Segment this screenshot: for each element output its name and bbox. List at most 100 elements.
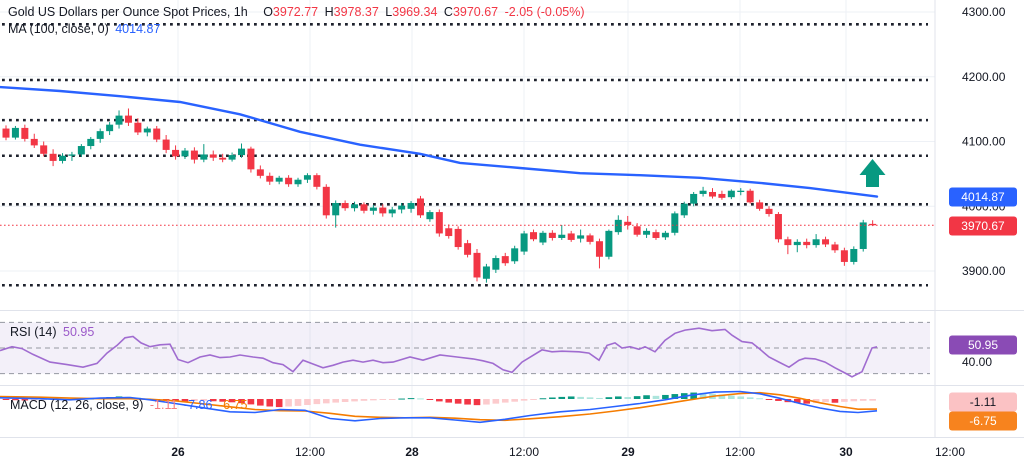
candle[interactable] xyxy=(539,230,547,246)
candle[interactable] xyxy=(59,153,67,164)
candle[interactable] xyxy=(595,238,603,269)
candle[interactable] xyxy=(256,165,264,179)
candle[interactable] xyxy=(106,122,114,136)
rsi-legend-row[interactable]: RSI (14) 50.95 xyxy=(10,325,97,340)
candle[interactable] xyxy=(840,247,848,266)
candle[interactable] xyxy=(238,143,245,158)
candle[interactable] xyxy=(793,239,801,253)
candle[interactable] xyxy=(388,206,396,218)
candle[interactable] xyxy=(690,192,698,207)
candle[interactable] xyxy=(322,184,330,219)
candle[interactable] xyxy=(369,204,377,215)
candle[interactable] xyxy=(652,229,660,240)
rsi-line[interactable] xyxy=(0,327,878,378)
candle[interactable] xyxy=(228,152,236,162)
candle[interactable] xyxy=(172,145,180,160)
candle[interactable] xyxy=(511,245,519,264)
candle[interactable] xyxy=(40,141,48,157)
candle[interactable] xyxy=(784,236,792,255)
ma-100-line[interactable] xyxy=(0,85,879,198)
candle[interactable] xyxy=(718,190,726,200)
arrow-up-marker[interactable] xyxy=(859,159,886,187)
candle[interactable] xyxy=(501,252,509,266)
candle[interactable] xyxy=(332,200,340,228)
time-axis[interactable]: 26 12:00 28 12:00 29 12:00 30 12:00 xyxy=(171,445,965,459)
candle[interactable] xyxy=(492,255,500,273)
candle[interactable] xyxy=(530,229,538,242)
price-axis[interactable]: 4300.004200.004100.004000.003900.0040.00… xyxy=(949,5,1017,431)
candle[interactable] xyxy=(68,151,76,161)
candle[interactable] xyxy=(379,204,387,217)
candle[interactable] xyxy=(859,219,867,252)
candle[interactable] xyxy=(737,188,745,196)
candle[interactable] xyxy=(190,147,198,164)
macd-legend-row[interactable]: MACD (12, 26, close, 9) -1.11 -7.86 -6.7… xyxy=(10,398,250,413)
candle[interactable] xyxy=(520,230,528,255)
candle[interactable] xyxy=(473,248,481,282)
candle[interactable] xyxy=(77,144,85,158)
candle[interactable] xyxy=(87,136,95,150)
candle[interactable] xyxy=(181,147,189,159)
candle[interactable] xyxy=(709,188,716,199)
candle[interactable] xyxy=(567,230,575,242)
symbol-legend-row[interactable]: Gold US Dollars per Ounce Spot Prices, 1… xyxy=(8,5,588,20)
candle[interactable] xyxy=(699,186,707,197)
candle[interactable] xyxy=(577,229,585,243)
candle[interactable] xyxy=(671,211,679,236)
candle[interactable] xyxy=(445,224,453,239)
candle[interactable] xyxy=(294,177,302,187)
candle[interactable] xyxy=(822,236,830,248)
candle[interactable] xyxy=(426,210,434,222)
macd-signal-line[interactable] xyxy=(0,391,878,422)
candle[interactable] xyxy=(30,133,38,148)
candle[interactable] xyxy=(661,230,669,240)
candle[interactable] xyxy=(96,128,104,143)
candle[interactable] xyxy=(21,124,29,142)
candle[interactable] xyxy=(360,202,368,214)
candle[interactable] xyxy=(341,200,349,211)
candle[interactable] xyxy=(643,228,651,238)
candle[interactable] xyxy=(266,172,274,185)
candle[interactable] xyxy=(11,125,19,140)
candle[interactable] xyxy=(124,108,132,126)
candle[interactable] xyxy=(558,225,566,240)
candle[interactable] xyxy=(313,173,321,190)
candle[interactable] xyxy=(285,175,293,187)
candle[interactable] xyxy=(614,215,622,235)
candle[interactable] xyxy=(586,233,594,245)
candle[interactable] xyxy=(153,125,161,143)
candle[interactable] xyxy=(275,175,283,185)
candle[interactable] xyxy=(727,189,735,200)
candle[interactable] xyxy=(49,149,57,167)
candle[interactable] xyxy=(115,110,123,129)
candle[interactable] xyxy=(200,144,208,163)
candle[interactable] xyxy=(850,246,858,265)
candle[interactable] xyxy=(464,239,472,258)
candle[interactable] xyxy=(812,234,820,248)
candle[interactable] xyxy=(831,241,839,253)
candle[interactable] xyxy=(143,126,151,137)
support-resistance-levels[interactable] xyxy=(2,23,928,287)
candle[interactable] xyxy=(548,230,556,241)
candle[interactable] xyxy=(746,188,754,204)
candle[interactable] xyxy=(219,153,227,163)
candle[interactable] xyxy=(398,203,406,214)
candle[interactable] xyxy=(756,199,764,211)
candle[interactable] xyxy=(209,150,217,161)
candle[interactable] xyxy=(247,146,255,173)
candle[interactable] xyxy=(303,173,311,183)
candle[interactable] xyxy=(680,201,688,218)
candle[interactable] xyxy=(351,201,359,212)
candle[interactable] xyxy=(765,206,773,217)
candle[interactable] xyxy=(454,226,462,250)
candle[interactable] xyxy=(162,135,170,154)
candle[interactable] xyxy=(435,209,443,237)
ma-legend-row[interactable]: MA (100, close, 0) 4014.87 xyxy=(8,22,163,37)
candle[interactable] xyxy=(407,201,415,213)
candle[interactable] xyxy=(774,212,782,243)
candle[interactable] xyxy=(482,263,490,283)
candle[interactable] xyxy=(134,118,142,136)
candle[interactable] xyxy=(624,215,632,230)
candle[interactable] xyxy=(416,195,424,218)
